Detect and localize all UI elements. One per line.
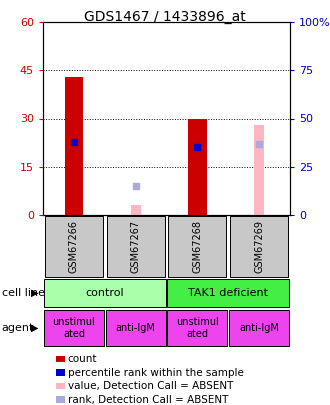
Bar: [65, 77, 83, 215]
Bar: [106, 309, 166, 346]
Text: GDS1467 / 1433896_at: GDS1467 / 1433896_at: [84, 10, 246, 24]
Bar: [131, 205, 141, 215]
Text: TAK1 deficient: TAK1 deficient: [188, 288, 268, 298]
Bar: [230, 215, 288, 277]
Bar: [168, 309, 227, 346]
Bar: [44, 279, 166, 307]
Bar: [107, 215, 165, 277]
Bar: [254, 125, 264, 215]
Bar: [44, 309, 104, 346]
Text: cell line: cell line: [2, 288, 45, 298]
Text: control: control: [85, 288, 124, 298]
Text: anti-IgM: anti-IgM: [116, 323, 155, 333]
Text: GSM67267: GSM67267: [131, 220, 141, 273]
Text: rank, Detection Call = ABSENT: rank, Detection Call = ABSENT: [68, 394, 228, 405]
Text: GSM67269: GSM67269: [254, 220, 264, 273]
Text: unstimul
ated: unstimul ated: [52, 317, 95, 339]
Bar: [188, 119, 207, 215]
Text: anti-IgM: anti-IgM: [239, 323, 279, 333]
Text: value, Detection Call = ABSENT: value, Detection Call = ABSENT: [68, 381, 233, 391]
Bar: [229, 309, 289, 346]
Text: percentile rank within the sample: percentile rank within the sample: [68, 367, 244, 377]
Text: count: count: [68, 354, 97, 364]
Text: agent: agent: [2, 323, 34, 333]
Text: ▶: ▶: [31, 288, 39, 298]
Text: GSM67266: GSM67266: [69, 220, 79, 273]
Bar: [169, 215, 226, 277]
Text: GSM67268: GSM67268: [192, 220, 202, 273]
Bar: [45, 215, 103, 277]
Text: unstimul
ated: unstimul ated: [176, 317, 219, 339]
Text: ▶: ▶: [31, 323, 39, 333]
Bar: [168, 279, 289, 307]
